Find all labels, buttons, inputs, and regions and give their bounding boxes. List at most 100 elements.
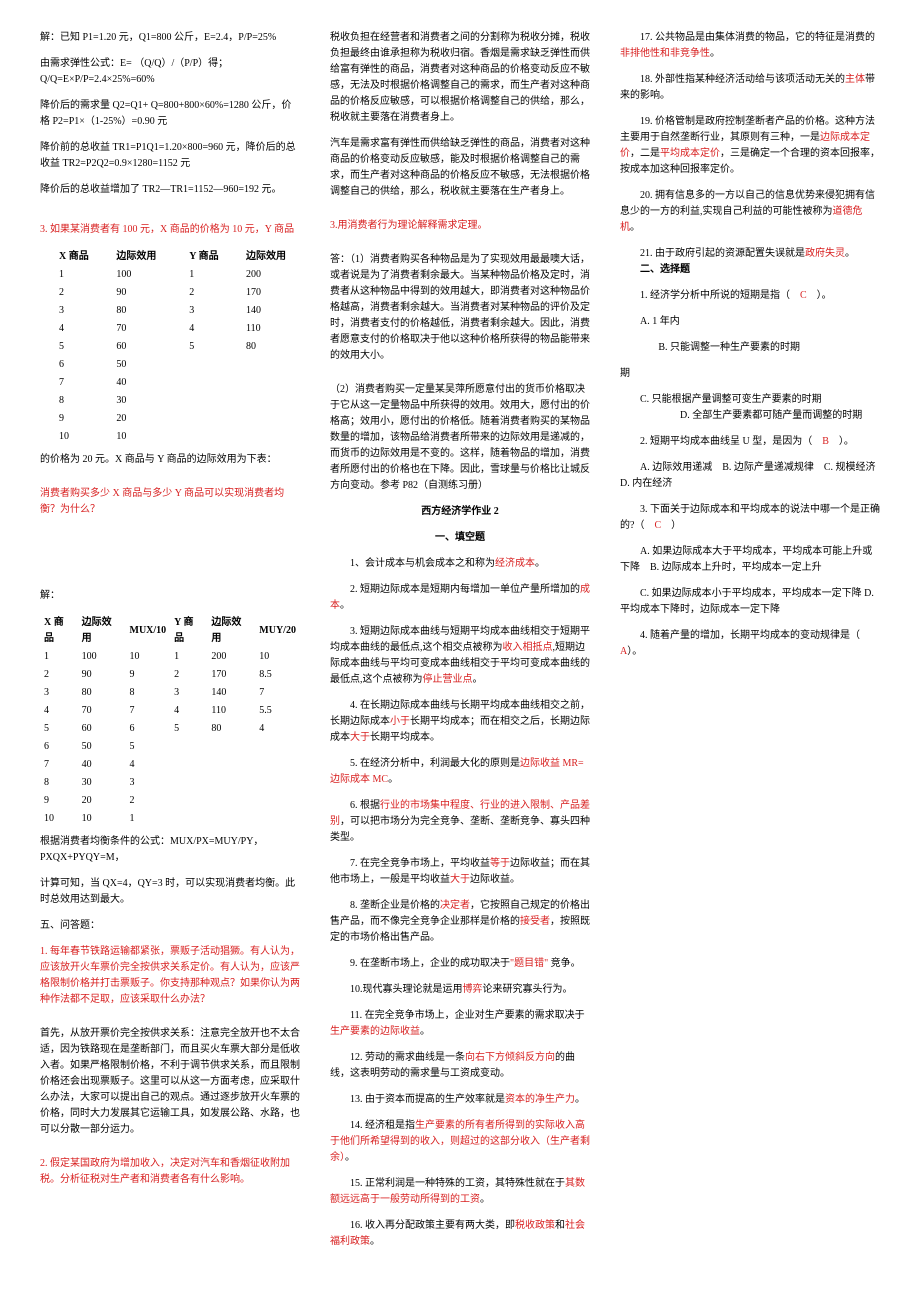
td: 6: [40, 738, 78, 756]
th: MUY/20: [255, 614, 300, 648]
td: 170: [207, 666, 255, 684]
choice-4: 4. 随着产量的增加，长期平均成本的变动规律是（ A）。: [620, 628, 880, 660]
td: 4: [126, 756, 171, 774]
choice-3-opt: A. 如果边际成本大于平均成本，平均成本可能上升或下降 B. 边际成本上升时，平…: [620, 544, 880, 576]
fill-item: 17. 公共物品是由集体消费的物品，它的特征是消费的非排他性和非竞争性。: [620, 30, 880, 62]
td: 10: [255, 648, 300, 666]
essay-q1: 1. 每年春节铁路运输都紧张，票贩子活动猖獗。有人认为，应该放开火车票价完全按供…: [40, 944, 300, 1008]
td: 2: [185, 284, 242, 302]
td: 200: [242, 266, 315, 284]
essay-a1: 首先，从放开票价完全按供求关系：注意完全放开也不太合适，因为铁路现在是垄断部门，…: [40, 1026, 300, 1138]
td: 60: [78, 720, 126, 738]
td: 30: [78, 774, 126, 792]
th: X 商品: [40, 614, 78, 648]
td: 80: [207, 720, 255, 738]
td: 110: [242, 320, 315, 338]
calc-line: 降价后的总收益增加了 TR2—TR1=1152—960=192 元。: [40, 182, 300, 198]
essay-a3b: （2）消费者购买一定量某吴萍所愿意付出的货币价格取决于它从这一定量物品中所获得的…: [330, 382, 590, 494]
td: 90: [78, 666, 126, 684]
td: 40: [112, 374, 185, 392]
td: 9: [55, 410, 112, 428]
td: 3: [126, 774, 171, 792]
td: 10: [78, 810, 126, 828]
th: 边际效用: [112, 248, 185, 266]
td: 2: [126, 792, 171, 810]
td: [185, 410, 242, 428]
td: 4: [185, 320, 242, 338]
fill-item: 15. 正常利润是一种特殊的工资，其特殊性就在于其数额远远高于一般劳动所得到的工…: [330, 1176, 590, 1208]
td: 3: [40, 684, 78, 702]
td: 70: [78, 702, 126, 720]
td: 20: [112, 410, 185, 428]
td: 4: [255, 720, 300, 738]
fill-item: 10.现代寡头理论就是运用博弈论来研究寡头行为。: [330, 982, 590, 998]
td: 8: [55, 392, 112, 410]
fill-2: 2. 短期边际成本是短期内每增加一单位产量所增加的成本。: [330, 582, 590, 614]
td: 3: [55, 302, 112, 320]
td: [242, 410, 315, 428]
td: 5.5: [255, 702, 300, 720]
fill-item: 20. 拥有信息多的一方以自己的信息优势来侵犯拥有信息少的一方的利益,实现自己利…: [620, 188, 880, 236]
td: 140: [207, 684, 255, 702]
td: [185, 356, 242, 374]
td: 80: [112, 302, 185, 320]
td: 7: [255, 684, 300, 702]
conclusion: 根据消费者均衡条件的公式：MUX/PX=MUY/PY，PXQX+PYQY=M，: [40, 834, 300, 866]
td: 2: [170, 666, 207, 684]
solve-label: 解：: [40, 588, 300, 604]
td: 110: [207, 702, 255, 720]
td: 2: [55, 284, 112, 302]
fill-5: 5. 在经济分析中，利润最大化的原则是边际收益 MR=边际成本 MC。: [330, 756, 590, 788]
fill-3: 3. 短期边际成本曲线与短期平均成本曲线相交于短期平均成本曲线的最低点,这个相交…: [330, 624, 590, 688]
fill-4: 4. 在长期边际成本曲线与长期平均成本曲线相交之前，长期边际成本小于长期平均成本…: [330, 698, 590, 746]
td: [170, 738, 207, 756]
td: 4: [55, 320, 112, 338]
question-3b: 消费者购买多少 X 商品与多少 Y 商品可以实现消费者均衡？为什么？: [40, 486, 300, 518]
choice-1-opt: C. 只能根据产量调整可变生产要素的时期 D. 全部生产要素都可随产量而调整的时…: [620, 392, 880, 424]
td: [255, 792, 300, 810]
td: [185, 392, 242, 410]
hw2-title: 西方经济学作业 2: [330, 504, 590, 520]
conclusion: 计算可知，当 QX=4，QY=3 时，可以实现消费者均衡。此时总效用达到最大。: [40, 876, 300, 908]
fill-item: 12. 劳动的需求曲线是一条向右下方倾斜反方向的曲线，这表明劳动的需求量与工资成…: [330, 1050, 590, 1082]
td: 90: [112, 284, 185, 302]
td: 5: [55, 338, 112, 356]
td: [170, 774, 207, 792]
fill-item: 16. 收入再分配政策主要有两大类，即税收政策和社会福利政策。: [330, 1218, 590, 1250]
th: X 商品: [55, 248, 112, 266]
td: 50: [112, 356, 185, 374]
fill-title: 一、填空题: [330, 530, 590, 546]
calc-line: 降价前的总收益 TR1=P1Q1=1.20×800=960 元，降价后的总收益 …: [40, 140, 300, 172]
td: 8: [40, 774, 78, 792]
td: 60: [112, 338, 185, 356]
td: 140: [242, 302, 315, 320]
choice-1-opt: 期: [620, 366, 880, 382]
td: 1: [40, 648, 78, 666]
question-3: 3. 如果某消费者有 100 元，X 商品的价格为 10 元，Y 商品: [40, 222, 300, 238]
fill-item: 21. 由于政府引起的资源配置失误就是政府失灵。: [620, 246, 880, 262]
fill-item: 11. 在完全竞争市场上，企业对生产要素的需求取决于生产要素的边际收益。: [330, 1008, 590, 1040]
td: 200: [207, 648, 255, 666]
td: 1: [185, 266, 242, 284]
fill-7: 7. 在完全竞争市场上，平均收益等于边际收益；而在其他市场上，一般是平均收益大于…: [330, 856, 590, 888]
td: [242, 392, 315, 410]
td: [242, 356, 315, 374]
choice-1-opt: A. 1 年内: [620, 314, 880, 330]
td: 10: [126, 648, 171, 666]
choice-3: 3. 下面关于边际成本和平均成本的说法中哪一个是正确的?（ C ）: [620, 502, 880, 534]
fill-item: 14. 经济租是指生产要素的所有者所得到的实际收入高于他们所希望得到的收入，则超…: [330, 1118, 590, 1166]
td: 3: [170, 684, 207, 702]
essay-a3a: 答：（1）消费者购买各种物品是为了实现效用最最噢大话，或者说是为了消费者剩余最大…: [330, 252, 590, 364]
td: 8: [126, 684, 171, 702]
choice-2-opts: A. 边际效用递减 B. 边际产量递减规律 C. 规模经济 D. 内在经济: [620, 460, 880, 492]
td: 7: [126, 702, 171, 720]
td: 2: [40, 666, 78, 684]
td: 80: [242, 338, 315, 356]
td: [255, 738, 300, 756]
td: 70: [112, 320, 185, 338]
td: 3: [185, 302, 242, 320]
td: 5: [40, 720, 78, 738]
td: [207, 738, 255, 756]
choice-1: 1. 经济学分析中所说的短期是指（ C ）。: [620, 288, 880, 304]
th: 边际效用: [207, 614, 255, 648]
